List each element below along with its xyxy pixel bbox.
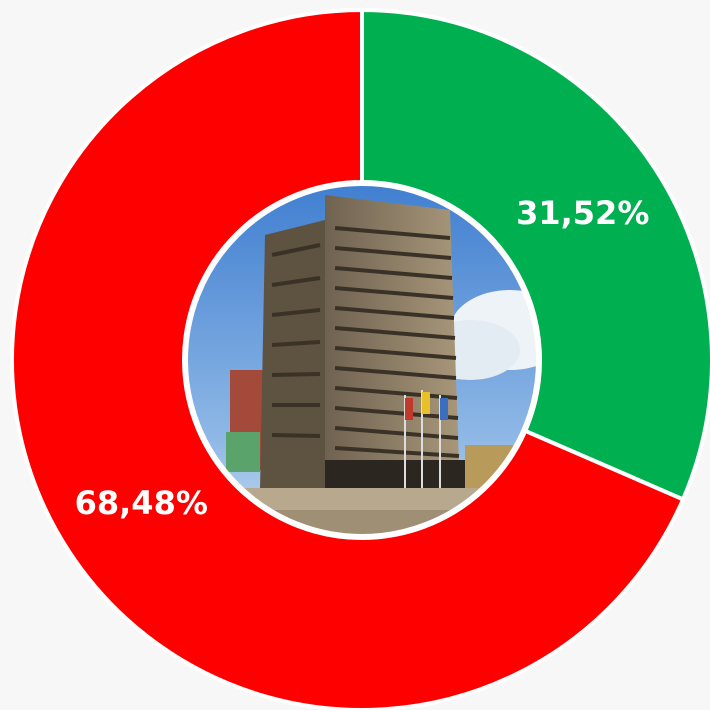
value-label: 31,52% bbox=[516, 194, 649, 232]
chart: 31,52% 68,48% bbox=[0, 0, 710, 710]
value-label: 68,48% bbox=[75, 484, 208, 522]
page: 31,52%68,48% (() => { const data = JSON.… bbox=[0, 0, 710, 710]
